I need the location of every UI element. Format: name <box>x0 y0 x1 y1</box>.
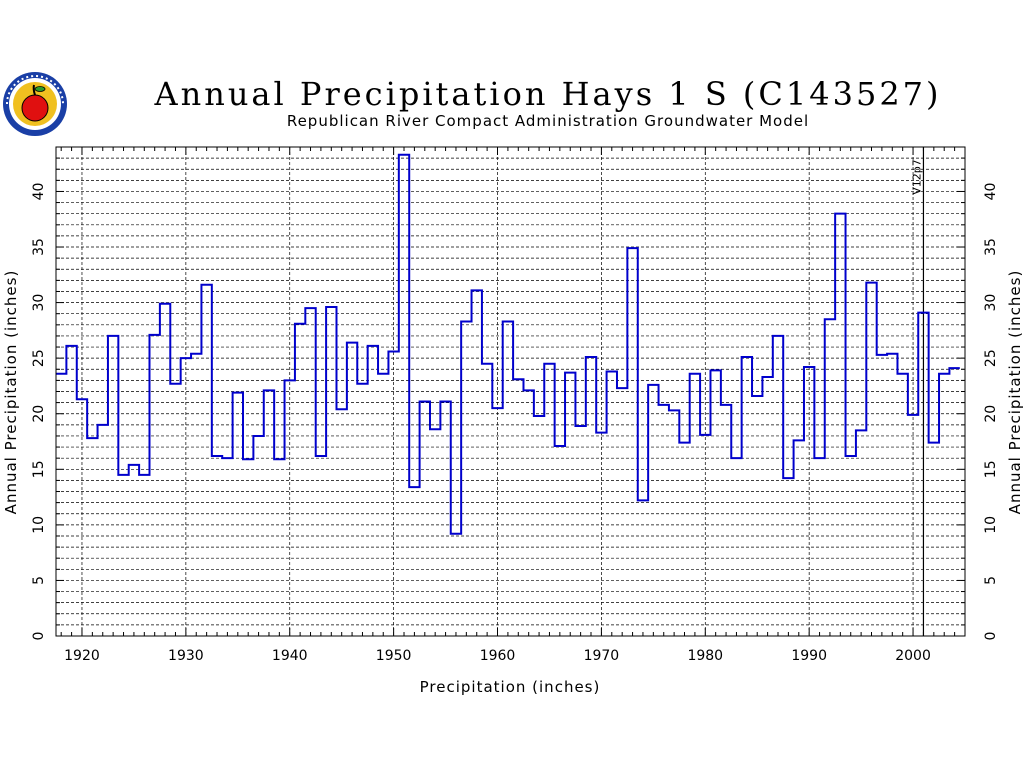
y-tick-label-right: 30 <box>983 294 999 312</box>
y-tick-label-right: 10 <box>983 516 999 534</box>
x-tick-label: 1930 <box>168 648 204 664</box>
y-tick-label-right: 40 <box>983 183 999 201</box>
x-tick-label: 1940 <box>272 648 308 664</box>
x-tick-label: 2000 <box>895 648 931 664</box>
y-tick-label-right: 5 <box>983 576 999 585</box>
y-tick-label-left: 10 <box>31 516 47 534</box>
y-tick-label-left: 35 <box>31 238 47 256</box>
annotation-label: V12p7 <box>910 159 923 195</box>
y-tick-label-right: 15 <box>983 460 999 478</box>
y-tick-label-left: 0 <box>31 632 47 641</box>
y-tick-label-left: 15 <box>31 460 47 478</box>
y-axis-label-left: Annual Precipitation (inches) <box>2 270 20 515</box>
x-axis-label: Precipitation (inches) <box>420 678 601 696</box>
axis-ticks: 0 0 5 5 10 10 15 15 20 20 25 25 30 30 35 35 40 40 1920 1930… <box>31 146 999 664</box>
chart-subtitle: Republican River Compact Administration … <box>287 112 809 130</box>
y-tick-label-left: 25 <box>31 349 47 367</box>
x-tick-label: 1920 <box>64 648 100 664</box>
y-tick-label-right: 0 <box>983 632 999 641</box>
x-tick-label: 1950 <box>376 648 412 664</box>
x-tick-label: 1990 <box>791 648 827 664</box>
grid <box>56 146 965 637</box>
x-tick-label: 1970 <box>584 648 620 664</box>
x-tick-label: 1980 <box>687 648 723 664</box>
series-line <box>56 153 960 535</box>
plot-frame <box>55 146 966 637</box>
y-tick-label-right: 25 <box>983 349 999 367</box>
series-annual-precipitation <box>56 153 960 535</box>
y-tick-label-left: 40 <box>31 183 47 201</box>
y-tick-label-left: 20 <box>31 405 47 423</box>
x-tick-label: 1960 <box>480 648 516 664</box>
y-tick-label-right: 35 <box>983 238 999 256</box>
apple-seal-logo <box>3 72 67 136</box>
y-tick-label-right: 20 <box>983 405 999 423</box>
y-axis-label-right: Annual Precipitation (inches) <box>1006 270 1024 515</box>
chart-title: Annual Precipitation Hays 1 S (C143527) <box>153 75 941 113</box>
y-tick-label-left: 5 <box>31 576 47 585</box>
y-tick-label-left: 30 <box>31 294 47 312</box>
